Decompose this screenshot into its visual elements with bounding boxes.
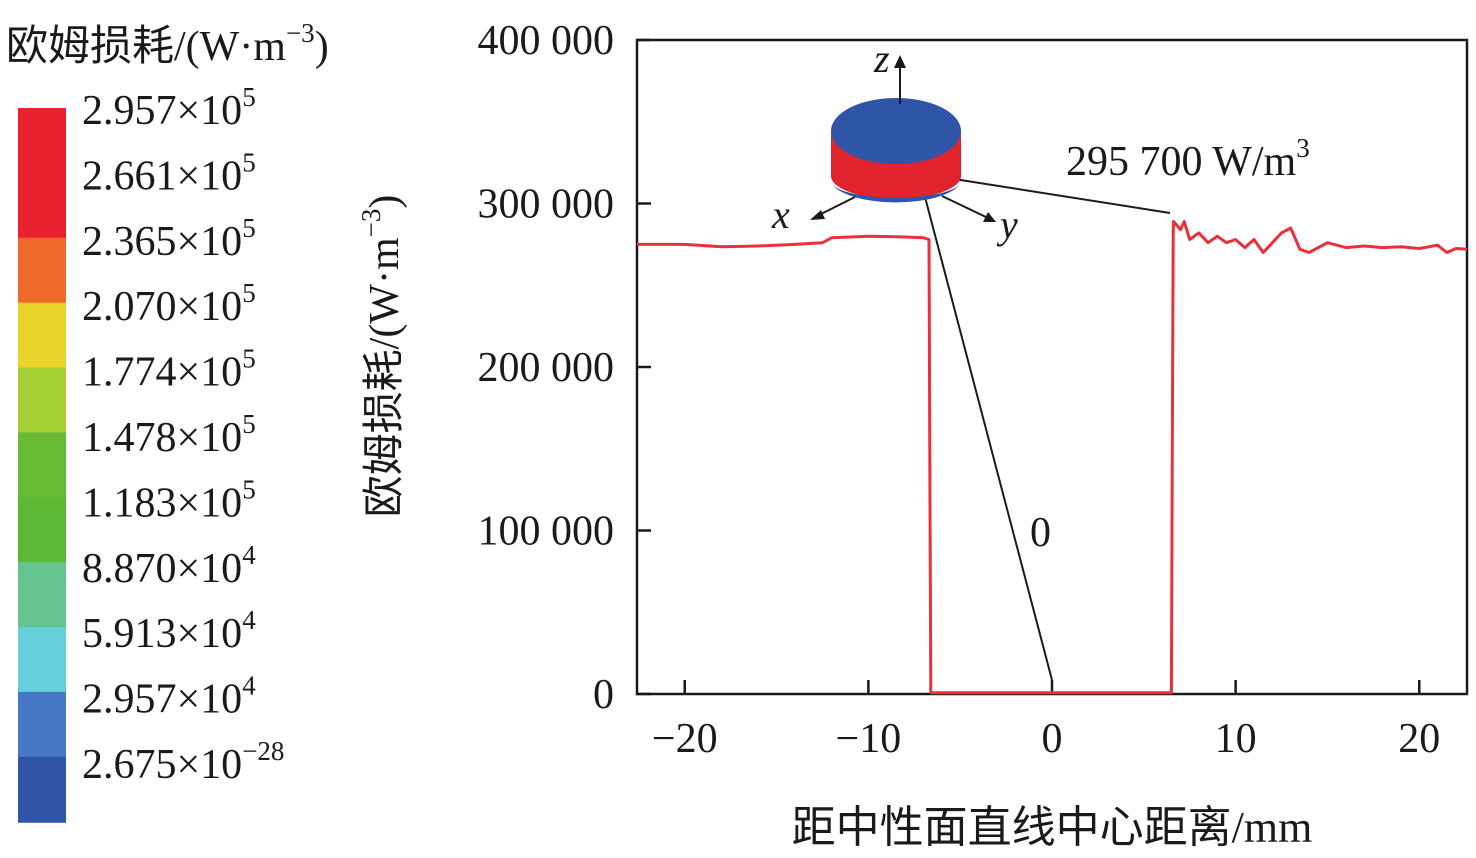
legend-label: 2.365×105 bbox=[82, 213, 256, 265]
legend-swatch bbox=[18, 627, 66, 694]
legend-label: 2.675×10−28 bbox=[82, 736, 284, 788]
y-tick-label: 400 000 bbox=[478, 18, 615, 64]
legend-label: 2.661×105 bbox=[82, 147, 256, 199]
ohmic-loss-series-line bbox=[637, 220, 1468, 695]
z-axis-label: z bbox=[873, 36, 890, 81]
legend-swatch bbox=[18, 302, 66, 369]
x-tick-label: −10 bbox=[836, 716, 902, 762]
y-tick-label: 100 000 bbox=[478, 509, 615, 555]
x-arrowhead bbox=[810, 210, 825, 220]
cylinder-top-face bbox=[831, 98, 961, 164]
x-axis-title: 距中性面直线中心距离/mm bbox=[792, 803, 1313, 852]
color-legend: 欧姆损耗/(W·m−3) 2.957×105 2.661×105 2.365×105… bbox=[6, 18, 329, 823]
x-axis-label: x bbox=[771, 192, 790, 237]
y-tick-label: 0 bbox=[593, 672, 614, 718]
legend-title-sup: −3 bbox=[286, 18, 315, 48]
legend-label: 5.913×104 bbox=[82, 605, 256, 657]
x-tick-label: −20 bbox=[652, 716, 718, 762]
legend-swatch bbox=[18, 497, 66, 564]
peak-annotation-sup: 3 bbox=[1296, 133, 1310, 163]
y-axis-title: 欧姆损耗/(W·m−3) bbox=[356, 195, 408, 518]
y-arrowhead bbox=[983, 212, 996, 222]
legend-label: 1.183×105 bbox=[82, 474, 256, 526]
y-axis-arrow bbox=[941, 195, 989, 219]
plot-frame bbox=[635, 38, 1469, 696]
legend-swatch bbox=[18, 367, 66, 434]
legend-swatch bbox=[18, 691, 66, 758]
x-axis-arrow bbox=[816, 196, 856, 217]
z-arrowhead bbox=[894, 55, 906, 68]
legend-swatch bbox=[18, 108, 66, 174]
x-tick-label: 10 bbox=[1215, 716, 1257, 762]
zero-annotation: 0 bbox=[1030, 510, 1051, 556]
legend-label: 8.870×104 bbox=[82, 540, 256, 592]
legend-label: 2.957×105 bbox=[82, 82, 256, 134]
legend-swatch bbox=[18, 172, 66, 239]
x-axis: −20 −10 0 10 20 bbox=[652, 680, 1440, 762]
peak-leader-line bbox=[934, 175, 1171, 214]
peak-annotation: 295 700 W/m3 bbox=[1066, 133, 1310, 185]
cylinder-inset: z x y bbox=[771, 36, 1171, 681]
legend-title: 欧姆损耗/(W·m−3) bbox=[6, 18, 329, 70]
y-axis-title-sup: −3 bbox=[356, 209, 386, 238]
legend-swatch bbox=[18, 432, 66, 499]
x-tick-label: 20 bbox=[1398, 716, 1440, 762]
peak-annotation-value: 295 700 W/m bbox=[1066, 139, 1297, 185]
legend-label: 2.957×104 bbox=[82, 671, 256, 723]
y-axis: 0 100 000 200 000 300 000 400 000 bbox=[478, 18, 651, 718]
y-axis-title-text: 欧姆损耗/(W·m bbox=[362, 237, 408, 517]
legend-title-text: 欧姆损耗/(W·m bbox=[6, 24, 286, 70]
cylinder-bottom-rim bbox=[833, 185, 959, 203]
legend-swatch bbox=[18, 756, 66, 823]
x-tick-label: 0 bbox=[1042, 716, 1063, 762]
legend-swatch bbox=[18, 562, 66, 629]
legend-swatch bbox=[18, 237, 66, 304]
legend-label: 1.774×105 bbox=[82, 344, 256, 396]
y-axis-label-3d: y bbox=[996, 202, 1018, 247]
zero-leader-line bbox=[909, 139, 1053, 681]
legend-labels: 2.957×105 2.661×105 2.365×105 2.070×105 1.77… bbox=[82, 82, 284, 788]
legend-title-end: ) bbox=[315, 24, 329, 70]
legend-label: 2.070×105 bbox=[82, 278, 256, 330]
y-tick-label: 200 000 bbox=[478, 345, 615, 391]
y-tick-label: 300 000 bbox=[478, 182, 615, 228]
legend-color-bar bbox=[18, 108, 66, 823]
legend-label: 1.478×105 bbox=[82, 409, 256, 461]
y-axis-title-end: ) bbox=[362, 195, 408, 209]
